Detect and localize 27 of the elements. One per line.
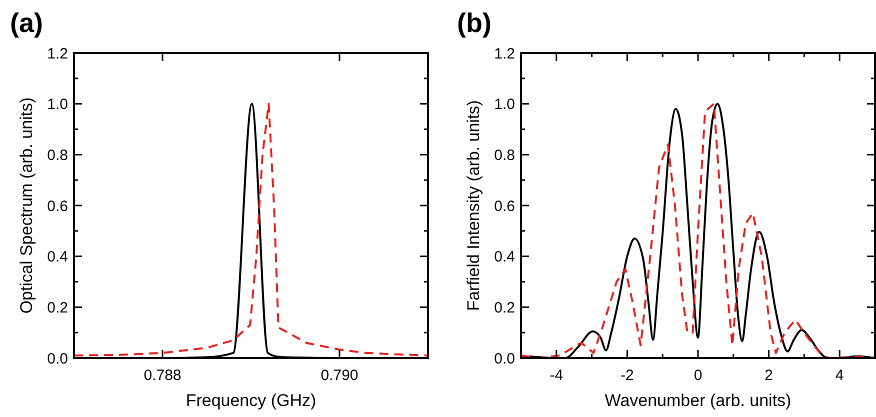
y-tick-label: 1.0: [494, 96, 515, 114]
x-tick-label: 0: [694, 367, 702, 384]
y-tick-label: 0.6: [494, 198, 515, 215]
x-axis-title: Wavenumber (arb. units): [604, 391, 792, 410]
y-tick-label: 0.4: [494, 248, 515, 266]
x-tick-label: 0.788: [144, 367, 182, 384]
y-tick-label: 0.2: [47, 299, 68, 316]
y-tick-label: 0.0: [494, 350, 515, 368]
x-tick-label: 4: [835, 367, 844, 384]
chart-title: (b): [457, 8, 492, 38]
y-tick-label: 0.8: [47, 146, 68, 164]
y-tick-label: 0.0: [47, 350, 68, 368]
y-tick-label: 0.6: [47, 198, 68, 215]
chart-title: (a): [10, 8, 43, 38]
y-tick-label: 0.4: [47, 248, 68, 266]
x-axis-title: Frequency (GHz): [186, 391, 316, 410]
x-tick-label: -4: [550, 367, 564, 384]
y-tick-label: 0.2: [494, 299, 515, 316]
y-tick-label: 0.8: [494, 146, 515, 164]
y-axis-title: Optical Spectrum (arb. units): [17, 97, 36, 314]
y-axis-title: Farfield Intensity (arb. units): [464, 100, 483, 311]
y-tick-label: 1.0: [47, 96, 68, 114]
y-tick-label: 1.2: [47, 45, 68, 62]
y-tick-label: 1.2: [494, 45, 515, 62]
x-tick-label: 0.790: [320, 367, 358, 384]
x-tick-label: 2: [764, 367, 773, 384]
x-tick-label: -2: [620, 367, 634, 384]
